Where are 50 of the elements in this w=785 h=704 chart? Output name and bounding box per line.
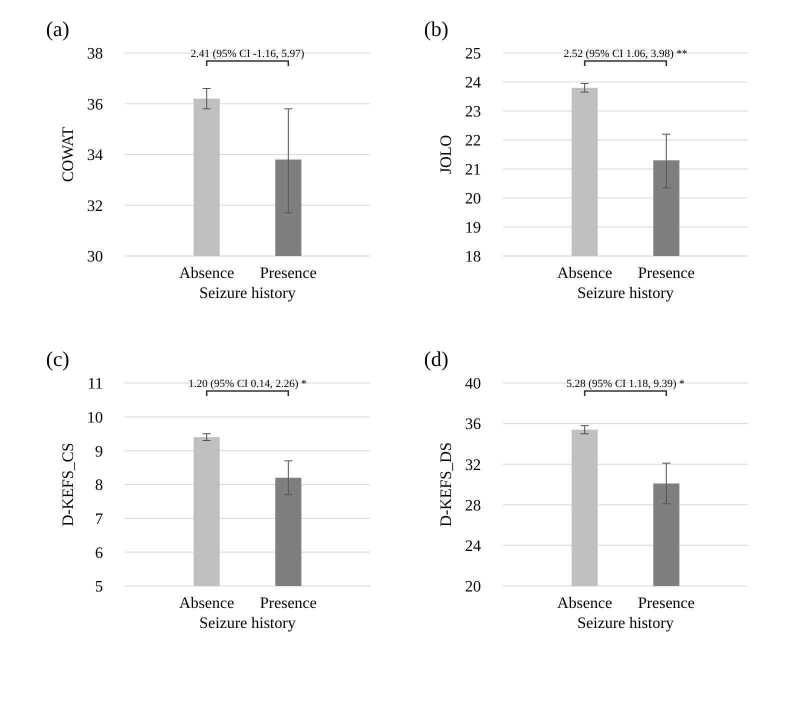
x-tick-label: Presence xyxy=(638,595,695,612)
y-tick-label: 20 xyxy=(465,190,481,208)
y-tick-label: 32 xyxy=(465,456,481,474)
y-axis-title: D-KEFS_CS xyxy=(60,442,77,526)
annotation: 2.41 (95% CI -1.16, 5.97) xyxy=(190,48,305,60)
annotation: 5.28 (95% CI 1.18, 9.39) * xyxy=(566,378,685,390)
y-tick-label: 24 xyxy=(465,538,481,555)
chart-title: (a) xyxy=(46,17,70,41)
chart-title: (c) xyxy=(46,347,70,371)
y-tick-label: 34 xyxy=(87,147,103,164)
y-tick-label: 7 xyxy=(95,510,103,528)
y-axis-title: D-KEFS_DS xyxy=(438,442,455,527)
x-tick-label: Presence xyxy=(638,265,695,282)
y-tick-label: 20 xyxy=(465,578,481,596)
x-axis-title: Seizure history xyxy=(199,615,296,632)
y-tick-label: 8 xyxy=(95,477,103,494)
y-tick-label: 5 xyxy=(95,578,103,596)
chart-title: (b) xyxy=(424,17,448,41)
y-tick-label: 21 xyxy=(465,162,481,179)
annotation: 1.20 (95% CI 0.14, 2.26) * xyxy=(188,378,307,390)
chart-title: (d) xyxy=(424,347,448,371)
y-tick-label: 18 xyxy=(465,248,481,266)
y-tick-label: 10 xyxy=(87,409,103,426)
x-tick-label: Presence xyxy=(260,265,317,282)
x-axis-title: Seizure history xyxy=(577,615,674,632)
x-axis-title: Seizure history xyxy=(577,285,674,302)
y-axis-title: COWAT xyxy=(60,126,77,182)
y-axis-title: JOLO xyxy=(438,134,455,174)
x-axis-title: Seizure history xyxy=(199,285,296,302)
y-tick-label: 32 xyxy=(87,198,103,215)
y-tick-label: 28 xyxy=(465,497,481,514)
x-tick-label: Absence xyxy=(179,265,234,282)
y-tick-label: 6 xyxy=(95,544,103,562)
x-tick-label: Absence xyxy=(557,595,612,612)
y-tick-label: 23 xyxy=(465,104,481,121)
x-tick-label: Absence xyxy=(557,265,612,282)
annotation: 2.52 (95% CI 1.06, 3.98) ** xyxy=(564,48,688,60)
y-tick-label: 11 xyxy=(88,376,103,393)
y-tick-label: 22 xyxy=(465,132,481,150)
x-tick-label: Absence xyxy=(179,595,234,612)
y-tick-label: 24 xyxy=(465,74,481,92)
y-tick-label: 9 xyxy=(95,443,103,460)
x-tick-label: Presence xyxy=(260,595,317,612)
y-tick-label: 36 xyxy=(87,96,103,114)
y-tick-label: 25 xyxy=(465,46,481,63)
y-tick-label: 19 xyxy=(465,220,481,237)
y-tick-label: 30 xyxy=(87,248,103,266)
y-tick-label: 38 xyxy=(87,46,103,63)
y-tick-label: 40 xyxy=(465,376,481,393)
y-tick-label: 36 xyxy=(465,416,481,434)
